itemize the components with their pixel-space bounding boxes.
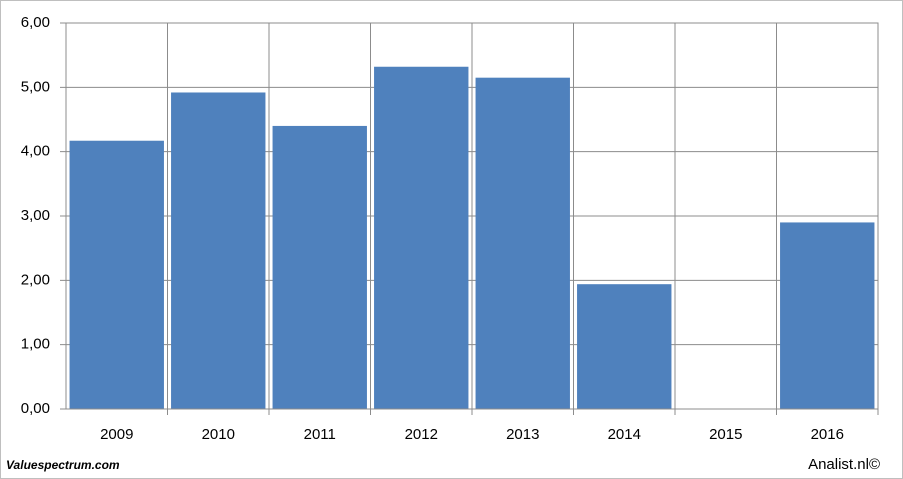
y-tick-label: 3,00 (21, 207, 50, 224)
y-tick-label: 0,00 (21, 400, 50, 417)
footer-left: Valuespectrum.com (6, 458, 120, 472)
y-tick-label: 1,00 (21, 336, 50, 353)
bar (374, 66, 469, 409)
x-tick-label: 2009 (100, 426, 133, 443)
x-tick-label: 2014 (608, 426, 641, 443)
y-tick-label: 5,00 (21, 78, 50, 95)
y-tick-label: 4,00 (21, 143, 50, 160)
y-tick-label: 6,00 (21, 14, 50, 31)
bar (577, 284, 672, 409)
footer-right: Analist.nl© (808, 456, 880, 473)
x-tick-label: 2010 (202, 426, 235, 443)
bar (475, 77, 570, 409)
bar (171, 92, 266, 409)
bar (272, 125, 367, 409)
x-tick-label: 2012 (405, 426, 438, 443)
x-tick-label: 2013 (506, 426, 539, 443)
y-tick-label: 2,00 (21, 271, 50, 288)
x-tick-label: 2016 (811, 426, 844, 443)
bar (780, 222, 875, 409)
bar (69, 140, 164, 410)
x-tick-label: 2015 (709, 426, 742, 443)
x-tick-label: 2011 (304, 426, 336, 443)
